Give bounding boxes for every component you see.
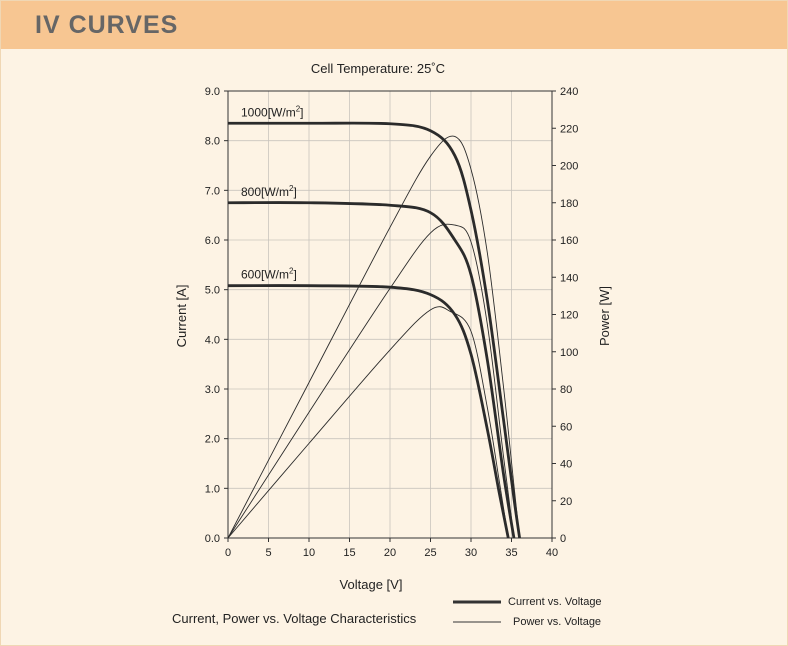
irradiance-label-superscript: 2 <box>289 267 294 276</box>
series-labels: 1000[W/m2]800[W/m2]600[W/m2] <box>241 104 303 281</box>
y-right-tick-label: 220 <box>560 123 578 135</box>
x-tick-label: 40 <box>546 547 558 559</box>
y-right-tick-label: 120 <box>560 310 578 322</box>
current-curve <box>227 201 516 539</box>
y-axis-left-label: Current [A] <box>174 285 189 348</box>
y-right-tick-label: 140 <box>560 272 578 284</box>
current-curve <box>227 284 510 539</box>
x-tick-label: 0 <box>225 547 231 559</box>
chart-subtitle: Current, Power vs. Voltage Characteristi… <box>172 611 417 626</box>
y-right-tick-label: 200 <box>560 161 578 173</box>
y-right-tick-label: 160 <box>560 235 578 247</box>
y-right-tick-label: 80 <box>560 384 572 396</box>
y-left-tick-label: 1.0 <box>205 483 220 495</box>
y-right-tick-label: 40 <box>560 459 572 471</box>
irradiance-label-end: ] <box>293 185 296 199</box>
y-right-tick-label: 240 <box>560 86 578 98</box>
curves <box>227 121 521 539</box>
y-right-tick-label: 20 <box>560 496 572 508</box>
legend-power-label: Power vs. Voltage <box>513 616 601 628</box>
irradiance-label-main: 800[W/m <box>241 185 289 199</box>
irradiance-label: 800[W/m2] <box>241 184 297 199</box>
irradiance-label-end: ] <box>300 105 303 119</box>
irradiance-label: 600[W/m2] <box>241 267 297 282</box>
x-tick-label: 10 <box>303 547 315 559</box>
ticks: 0 5 10 15 20 25 30 35 400.01.02.03.04.05.06.07.0… <box>205 86 579 559</box>
power-curve <box>227 306 509 539</box>
irradiance-label-main: 600[W/m <box>241 268 289 282</box>
chart-title: Cell Temperature: 25˚C <box>311 61 445 76</box>
irradiance-label-superscript: 2 <box>289 184 294 193</box>
y-right-tick-label: 180 <box>560 198 578 210</box>
irradiance-label-main: 1000[W/m <box>241 105 296 119</box>
y-right-tick-label: 100 <box>560 347 578 359</box>
y-left-tick-label: 0.0 <box>205 533 220 545</box>
legend-current-label: Current vs. Voltage <box>508 596 602 608</box>
y-left-tick-label: 2.0 <box>205 434 220 446</box>
page-title: IV CURVES <box>35 11 179 39</box>
y-left-tick-label: 6.0 <box>205 235 220 247</box>
current-curve <box>227 121 521 539</box>
irradiance-label-superscript: 2 <box>296 104 301 113</box>
y-left-tick-label: 7.0 <box>205 185 220 197</box>
header-bar: IV CURVES <box>1 1 787 49</box>
power-curve <box>227 135 521 539</box>
irradiance-label: 1000[W/m2] <box>241 104 303 119</box>
irradiance-label-end: ] <box>293 268 296 282</box>
y-axis-right-label: Power [W] <box>597 286 612 346</box>
y-left-tick-label: 3.0 <box>205 384 220 396</box>
x-tick-label: 35 <box>505 547 517 559</box>
y-right-tick-label: 60 <box>560 421 572 433</box>
x-tick-label: 25 <box>424 547 436 559</box>
x-axis-label: Voltage [V] <box>340 577 403 592</box>
y-left-tick-label: 8.0 <box>205 136 220 148</box>
y-left-tick-label: 5.0 <box>205 285 220 297</box>
x-tick-label: 5 <box>265 547 271 559</box>
x-tick-label: 20 <box>384 547 396 559</box>
y-left-tick-label: 9.0 <box>205 86 220 98</box>
x-tick-label: 15 <box>343 547 355 559</box>
y-right-tick-label: 0 <box>560 533 566 545</box>
y-left-tick-label: 4.0 <box>205 334 220 346</box>
power-curve <box>227 223 515 539</box>
x-tick-label: 30 <box>465 547 477 559</box>
